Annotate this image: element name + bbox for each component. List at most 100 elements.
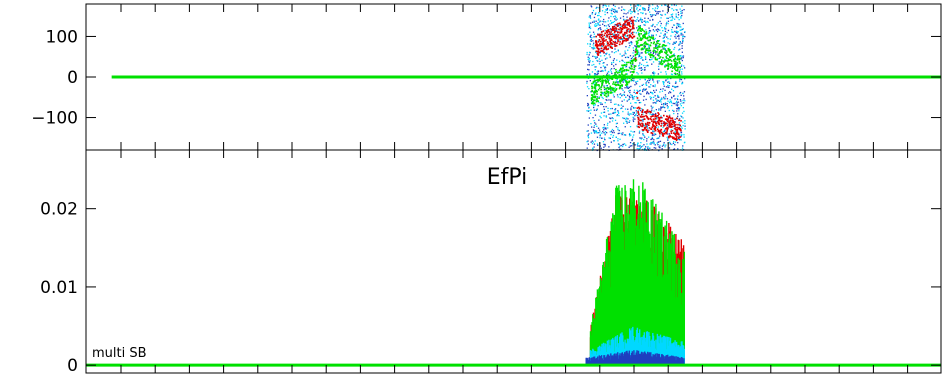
scatter-point [621,55,624,57]
scatter-point [676,9,678,11]
scatter-point [602,130,604,133]
scatter-point [626,16,628,18]
scatter-point [602,30,605,32]
scatter-point [628,98,630,100]
scatter-point [623,93,625,95]
scatter-point [680,16,682,18]
scatter-point [632,22,634,24]
scatter-point [619,69,621,72]
scatter-point [631,41,633,44]
scatter-point [595,109,598,111]
scatter-point [612,136,614,138]
scatter-point [657,137,659,139]
scatter-point [629,113,631,115]
scatter-point [652,38,654,40]
scatter-point [594,74,596,76]
scatter-point [592,129,595,131]
scatter-point [654,14,657,16]
scatter-point [615,27,617,29]
scatter-point [675,4,677,7]
scatter-point [654,37,656,40]
scatter-point [629,18,632,20]
scatter-point [648,6,650,8]
scatter-point [680,100,682,102]
scatter-point [669,122,671,125]
scatter-point [663,40,665,42]
scatter-point [633,107,635,109]
scatter-point [651,138,653,140]
scatter-point [677,101,680,103]
scatter-point [663,103,665,105]
scatter-point [656,7,659,10]
scatter-point [653,118,655,120]
scatter-point [678,66,681,69]
scatter-point [603,129,605,131]
scatter-point [675,80,677,83]
scatter-point [587,143,589,145]
scatter-point [658,108,660,110]
scatter-point [603,91,606,94]
scatter-point [601,49,603,52]
scatter-point [636,97,639,99]
scatter-point [608,79,611,81]
scatter-point [599,43,601,45]
scatter-point [619,93,621,96]
scatter-point [615,45,618,47]
scatter-point [638,145,641,147]
scatter-point [664,122,666,125]
scatter-point [596,50,599,53]
scatter-point [660,106,662,108]
scatter-point [599,52,601,54]
scatter-point [638,44,640,47]
scatter-point [603,124,605,126]
scatter-point [673,122,675,125]
scatter-point [672,142,675,144]
scatter-point [665,73,667,75]
scatter-point [596,108,598,111]
scatter-point [600,147,602,149]
scatter-point [629,120,631,122]
scatter-point [663,144,665,146]
scatter-point [670,63,673,65]
scatter-point [632,119,634,121]
scatter-point [626,36,628,38]
scatter-point [664,66,666,68]
scatter-point [603,88,606,91]
scatter-point [629,55,632,57]
scatter-point [606,64,608,66]
scatter-point [610,12,612,14]
scatter-point [631,62,634,64]
scatter-point [595,90,597,92]
scatter-point [637,109,640,111]
scatter-point [667,20,670,22]
scatter-point [613,140,615,142]
scatter-point [650,25,652,27]
scatter-point [618,81,620,83]
scatter-point [605,115,608,117]
scatter-point [642,129,644,131]
scatter-point [676,73,679,75]
scatter-point [616,78,618,80]
scatter-point [633,68,635,71]
scatter-point [682,145,684,147]
scatter-point [594,96,596,99]
scatter-point [588,88,590,90]
scatter-point [670,52,672,54]
scatter-point [625,82,628,84]
scatter-point [639,137,641,139]
scatter-point [656,30,659,33]
scatter-point [639,26,641,29]
scatter-point [668,50,671,52]
scatter-point [672,121,674,124]
scatter-point [677,17,679,19]
scatter-point [648,86,650,88]
scatter-point [630,64,633,67]
scatter-point [631,60,633,63]
scatter-point [596,132,598,134]
scatter-point [643,128,646,130]
scatter-point [652,106,654,108]
scatter-point [597,53,599,55]
scatter-point [640,119,642,122]
scatter-point [633,89,636,91]
scatter-point [613,30,616,33]
